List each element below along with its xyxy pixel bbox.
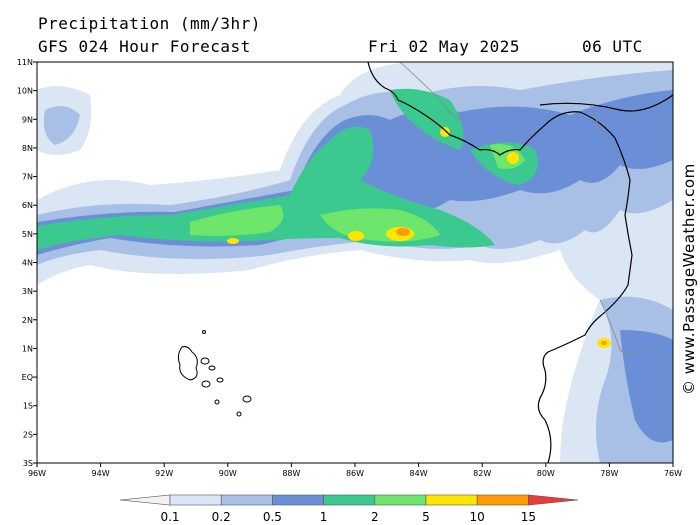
precip-fields [37, 62, 673, 463]
lat-label: 8N [22, 144, 33, 153]
lat-label: 2N [22, 316, 33, 325]
legend-label: 2 [371, 510, 379, 524]
precip-core-yellow-3 [227, 238, 239, 244]
legend-label: 10 [470, 510, 485, 524]
precip-area-green [190, 205, 284, 236]
lat-label: 3S [23, 459, 33, 468]
lat-label: 11N [17, 58, 33, 67]
legend-label: 5 [422, 510, 430, 524]
lat-label: 9N [22, 115, 33, 124]
precip-core-yellow-4 [507, 152, 519, 164]
lon-label: 84W [410, 469, 428, 478]
legend-swatch [272, 494, 324, 506]
galapagos-islands [177, 330, 252, 417]
lon-label: 96W [28, 469, 46, 478]
lat-label: 5N [22, 230, 33, 239]
lat-label: 1N [22, 344, 33, 353]
precip-area-blue-galap [43, 106, 80, 145]
precip-area-darkblue-east [620, 330, 673, 443]
lat-label: 7N [22, 173, 33, 182]
forecast-time: 06 UTC [582, 37, 643, 56]
lat-label: 4N [22, 259, 33, 268]
country-border [399, 62, 651, 355]
precip-core-orange [396, 228, 410, 236]
legend-swatch [476, 494, 529, 506]
lat-label: 1S [23, 402, 33, 411]
legend-label: 1 [320, 510, 328, 524]
map-title: Precipitation (mm/3hr) [38, 14, 261, 33]
legend-label: 0.1 [160, 510, 179, 524]
precip-core-yellow-5 [440, 127, 450, 137]
lon-label: 78W [600, 469, 618, 478]
lon-label: 90W [219, 469, 237, 478]
lon-label: 76W [664, 469, 682, 478]
lat-label: 2S [23, 430, 33, 439]
legend-swatch [323, 494, 376, 506]
lat-label: 10N [17, 87, 33, 96]
lon-label: 86W [346, 469, 364, 478]
lon-label: 80W [537, 469, 555, 478]
coastline [367, 62, 633, 463]
legend-swatch [425, 494, 478, 506]
legend-swatch [374, 494, 427, 506]
lon-label: 82W [473, 469, 491, 478]
model-subtitle: GFS 024 Hour Forecast [38, 37, 251, 56]
precip-core-yellow-2 [348, 231, 364, 241]
lon-label: 88W [282, 469, 300, 478]
lat-label: 6N [22, 201, 33, 210]
color-legend: 0.1 0.2 0.5 1 2 5 10 15 [119, 494, 579, 524]
site-credit: © www.PassageWeather.com [680, 163, 698, 395]
coastline-north [539, 94, 673, 112]
legend-label: 0.2 [212, 510, 231, 524]
precip-core-orange-2 [601, 341, 607, 345]
legend-swatch [220, 494, 273, 506]
legend-arrow-right [528, 494, 579, 506]
legend-swatch [169, 494, 222, 506]
legend-label: 15 [521, 510, 536, 524]
latitude-ticks: 11N 10N 9N 8N 7N 6N 5N 4N 3N 2N 1N EQ 1S 2S 3S [17, 58, 37, 468]
lat-label: EQ [22, 373, 33, 382]
legend-label: 0.5 [263, 510, 282, 524]
longitude-ticks: 96W 94W 92W 90W 88W 86W 84W 82W 80W 78W 76W [28, 463, 682, 478]
legend-arrow-left [119, 494, 171, 506]
forecast-date: Fri 02 May 2025 [368, 37, 520, 56]
lon-label: 92W [155, 469, 173, 478]
lat-label: 3N [22, 287, 33, 296]
lon-label: 94W [92, 469, 110, 478]
